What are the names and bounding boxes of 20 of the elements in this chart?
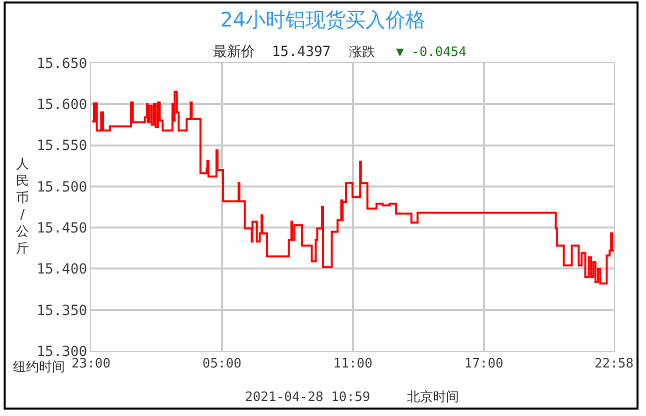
text: 2021-04-28 10:59: [245, 390, 370, 405]
y-tick-label: 15.500: [36, 179, 88, 196]
x-tick-label: 23:00: [71, 356, 111, 372]
text: 北京时间: [407, 390, 459, 405]
x-tick-label: 05:00: [202, 356, 242, 372]
y-tick-label: 15.600: [36, 97, 88, 114]
x-tick-label: 22:58: [594, 356, 634, 372]
text: ▼ -0.0454: [396, 45, 467, 60]
text: 纽约时间: [13, 360, 65, 375]
y-tick-label: 15.350: [36, 302, 88, 319]
y-tick-label: 15.550: [36, 138, 88, 154]
x-tick-label: 11:00: [333, 356, 372, 372]
y-tick-label: 15.450: [36, 220, 88, 236]
x-tick-label: 17:00: [464, 356, 504, 372]
chart-subtitle: 最新价 15.4397: [213, 44, 331, 60]
y-axis-title: 人民币/公斤: [16, 157, 29, 256]
chart-title: 24小时铝现货买入价格: [220, 7, 426, 32]
y-tick-label: 15.400: [36, 262, 88, 278]
text: 涨跌: [349, 45, 375, 60]
y-tick-label: 15.650: [36, 56, 88, 72]
